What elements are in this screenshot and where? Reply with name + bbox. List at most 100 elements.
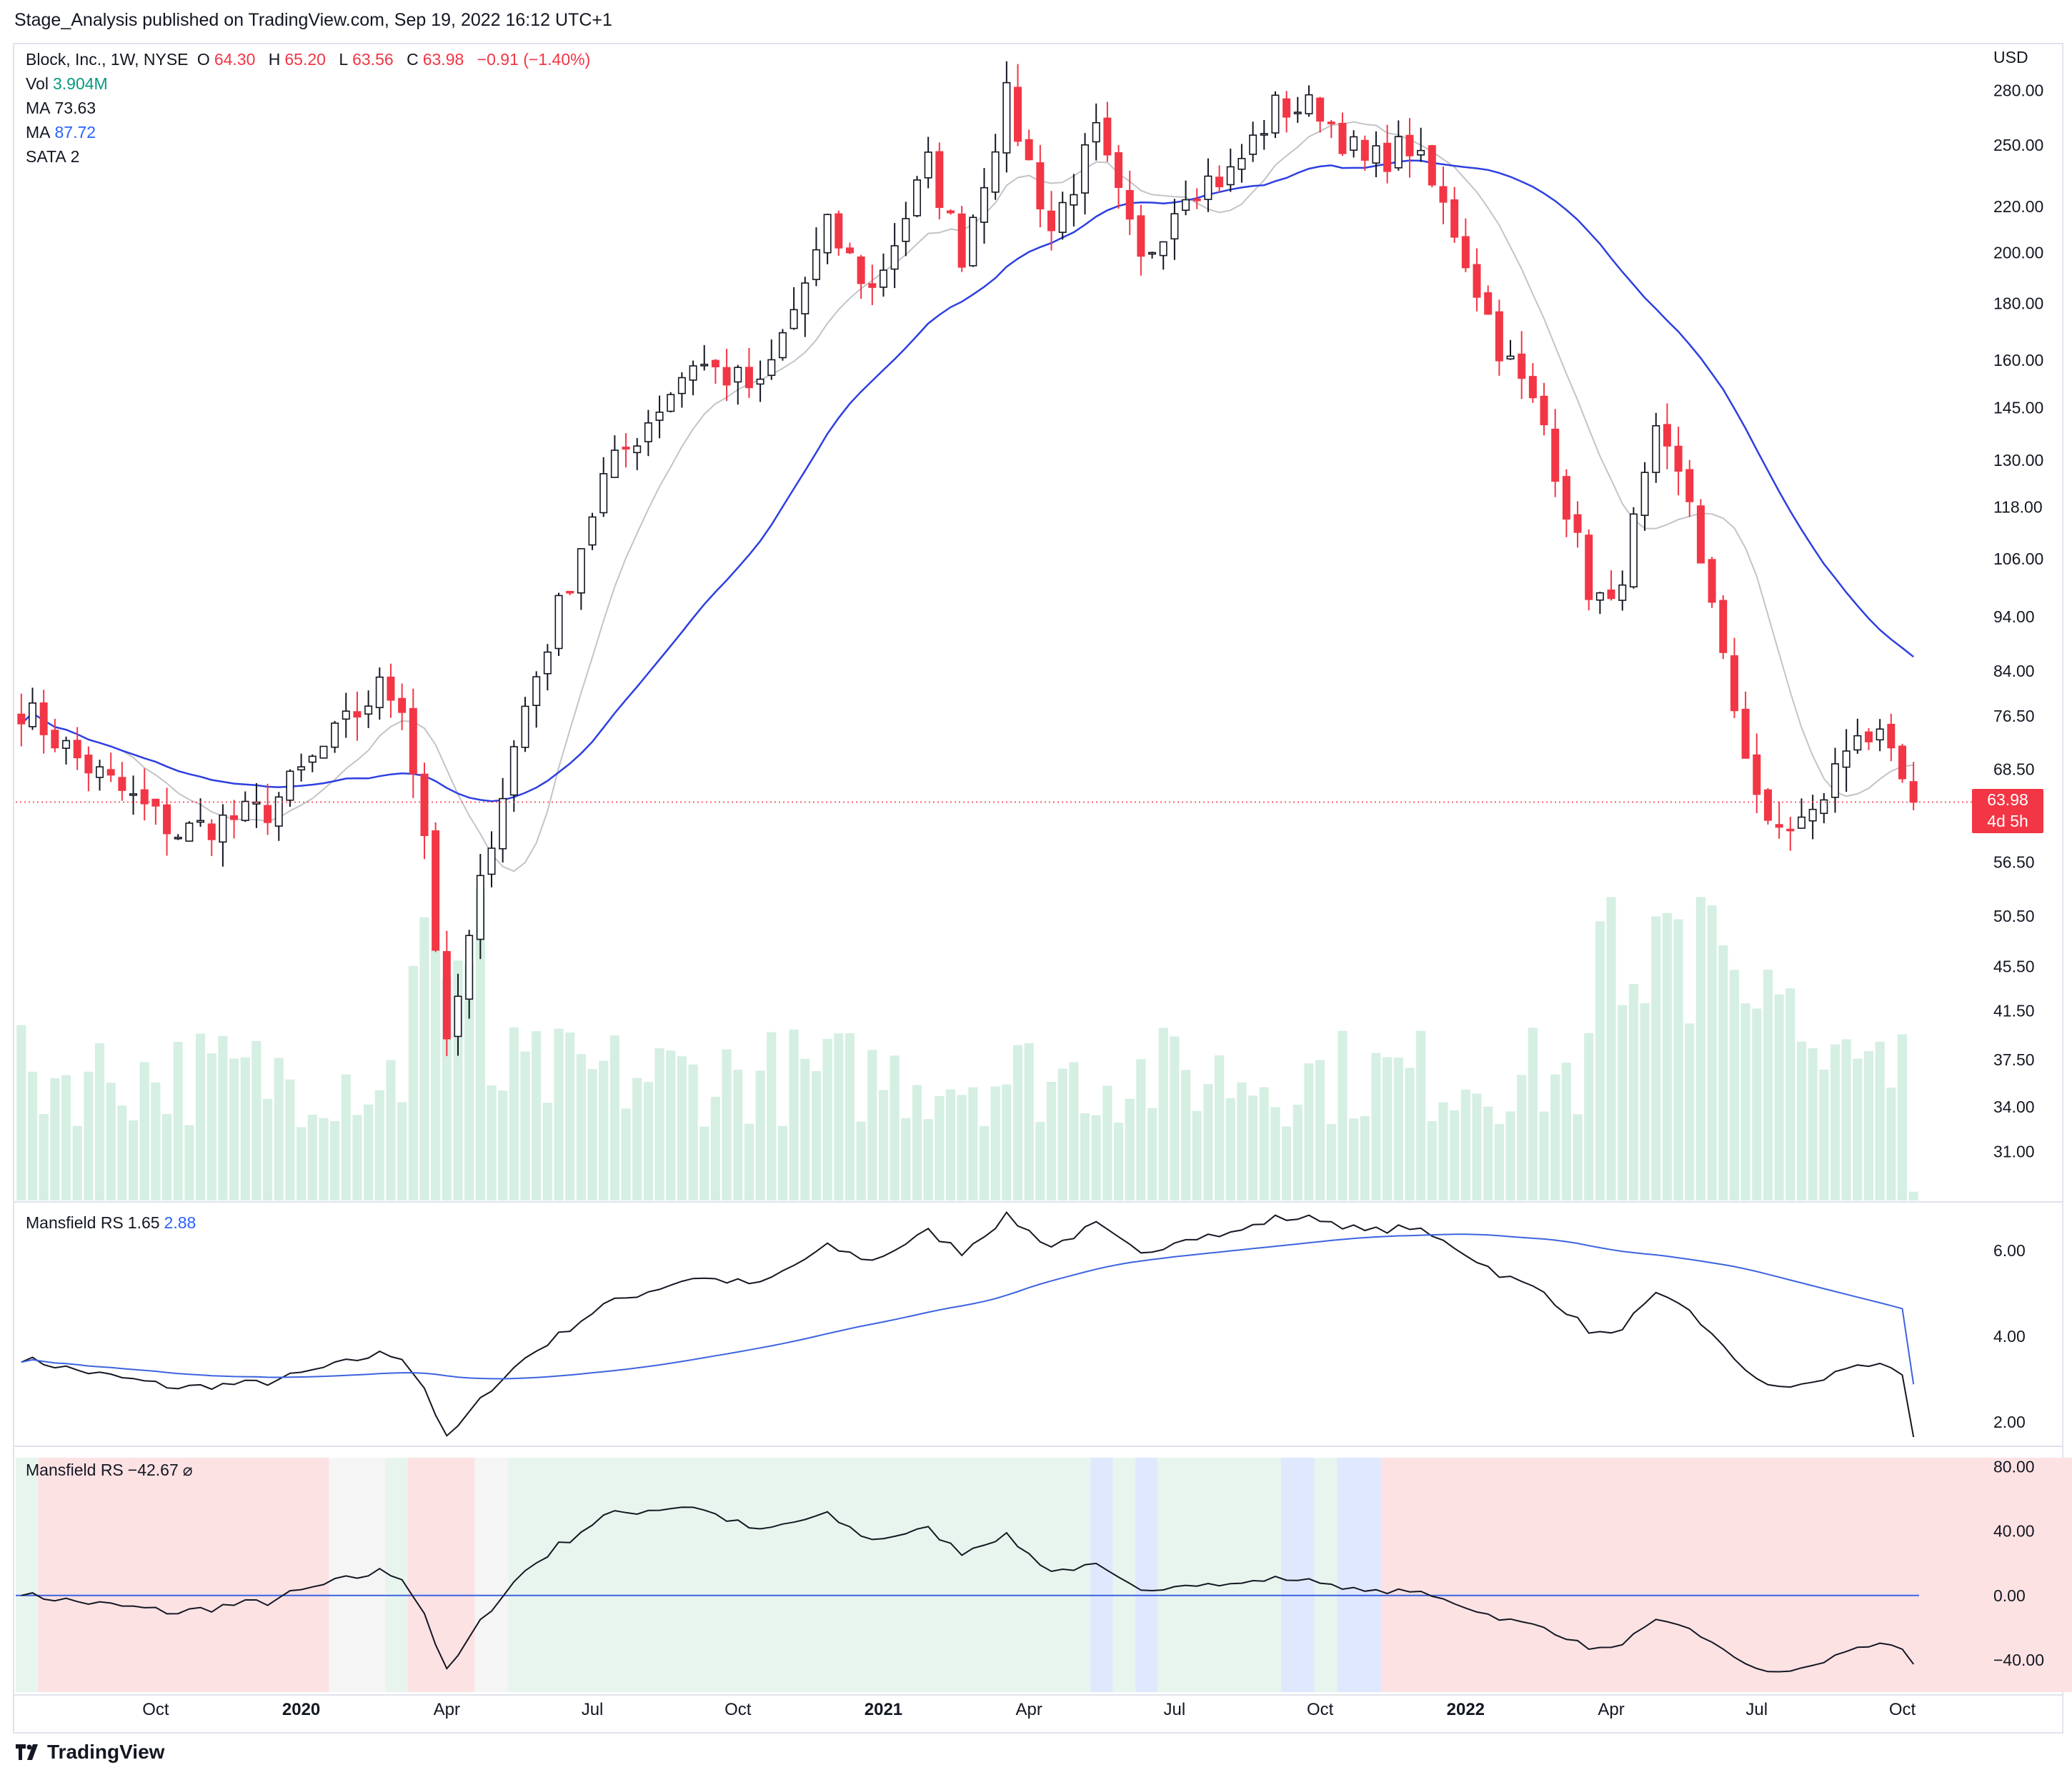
candle-body: [991, 151, 1000, 193]
volume-bar: [1304, 1063, 1314, 1200]
volume-bar: [1371, 1053, 1381, 1200]
volume-bar: [979, 1125, 990, 1200]
candle-body: [1763, 789, 1772, 821]
stage-zone: [38, 1458, 329, 1692]
volume-legend: Vol 3.904M: [26, 74, 108, 93]
price-tick-label: 160.00: [1993, 351, 2043, 369]
stage-zone: [508, 1458, 1091, 1692]
candle-body: [622, 447, 630, 450]
volume-bar: [532, 1031, 542, 1200]
volume-bar: [1707, 905, 1717, 1200]
price-tick-label: 280.00: [1993, 81, 2043, 100]
candle-body: [767, 359, 776, 377]
candle-body: [543, 651, 552, 675]
volume-bar: [1695, 897, 1706, 1200]
volume-bar: [1685, 1023, 1695, 1200]
candle-body: [454, 995, 462, 1038]
volume-bar: [1483, 1106, 1493, 1200]
candle-body: [1741, 708, 1750, 759]
price-tick-label: 118.00: [1993, 498, 2043, 517]
candle-body: [1115, 152, 1123, 188]
candle-body: [1405, 134, 1414, 156]
stage-zone: [1381, 1458, 2072, 1692]
footer-brand[interactable]: TradingView: [16, 1741, 164, 1764]
candle-body: [219, 814, 227, 843]
ma-slow-legend: MA 87.72: [26, 123, 96, 141]
time-tick-label: Jul: [1745, 1700, 1768, 1719]
candle-body: [1305, 94, 1313, 114]
candle-body: [375, 676, 384, 708]
volume-bar: [643, 1082, 653, 1200]
candle-body: [476, 875, 484, 940]
time-tick-label: 2022: [1447, 1700, 1485, 1719]
last-price-value: 63.98: [1987, 790, 2028, 810]
time-tick-label: Apr: [434, 1700, 460, 1719]
candle-body: [722, 367, 731, 386]
volume-bar: [1763, 970, 1773, 1200]
volume-bar: [1752, 1008, 1762, 1200]
candle-body: [1137, 215, 1145, 257]
candle-body: [946, 210, 955, 214]
ma-fast-line: [21, 121, 1914, 872]
candle-body: [1159, 241, 1167, 257]
candle-body: [521, 705, 529, 748]
candle-body: [644, 422, 652, 442]
candle-body: [1842, 750, 1851, 768]
volume-bar: [733, 1070, 743, 1200]
volume-bar: [1427, 1121, 1437, 1200]
volume-bar: [1606, 897, 1616, 1200]
candle-body: [812, 249, 820, 280]
volume-bar: [1002, 1084, 1012, 1200]
candle-body: [1428, 145, 1436, 186]
candle-body: [835, 213, 843, 249]
volume-bar: [935, 1095, 945, 1200]
candle-body: [566, 590, 574, 594]
volume-bar: [1718, 945, 1728, 1200]
rs-tick-label: 2.00: [1993, 1413, 2026, 1431]
ohlc-open: O 64.30: [196, 50, 256, 69]
candle-body: [118, 777, 126, 791]
stage-zone: [474, 1458, 509, 1692]
volume-bar: [565, 1032, 575, 1200]
volume-bar: [106, 1083, 116, 1200]
volume-bar: [1091, 1115, 1101, 1200]
candle-body: [1125, 189, 1134, 220]
candle-body: [1383, 142, 1392, 172]
symbol-title: Block, Inc., 1W, NYSE: [26, 50, 189, 69]
candle-body: [1215, 176, 1224, 187]
price-tick-label: 84.00: [1993, 662, 2035, 680]
time-tick-label: 2020: [282, 1700, 320, 1719]
candle-body: [174, 836, 182, 840]
volume-bar: [1315, 1060, 1325, 1200]
price-tick-label: 68.50: [1993, 760, 2035, 778]
candle-body: [1595, 592, 1604, 601]
volume-bar: [1808, 1048, 1818, 1200]
volume-bar: [800, 1058, 810, 1200]
volume-bar: [1338, 1030, 1348, 1200]
candle-body: [1495, 311, 1503, 362]
volume-bar: [229, 1058, 239, 1200]
candle-body: [577, 548, 585, 594]
candle-body: [1170, 213, 1179, 240]
price-tick-label: 180.00: [1993, 294, 2043, 313]
candle-body: [1081, 144, 1090, 194]
candle-body: [1484, 292, 1493, 315]
volume-bar: [1651, 916, 1661, 1200]
candle-body: [465, 935, 474, 1000]
candle-body: [1103, 117, 1112, 156]
candle-body: [1148, 252, 1157, 255]
candle-body: [1226, 166, 1235, 186]
candle-body: [711, 359, 719, 368]
candle-body: [499, 797, 507, 850]
volume-bar: [957, 1095, 967, 1200]
volume-bar: [509, 1027, 519, 1200]
candle-body: [1640, 472, 1649, 516]
volume-bar: [1640, 1003, 1650, 1200]
price-tick-label: 50.50: [1993, 907, 2035, 925]
candle-body: [1092, 121, 1100, 143]
candle-body: [1014, 86, 1022, 142]
stage-zone: [1112, 1458, 1136, 1692]
price-tick-label: 45.50: [1993, 957, 2035, 975]
candle-body: [1864, 731, 1873, 742]
